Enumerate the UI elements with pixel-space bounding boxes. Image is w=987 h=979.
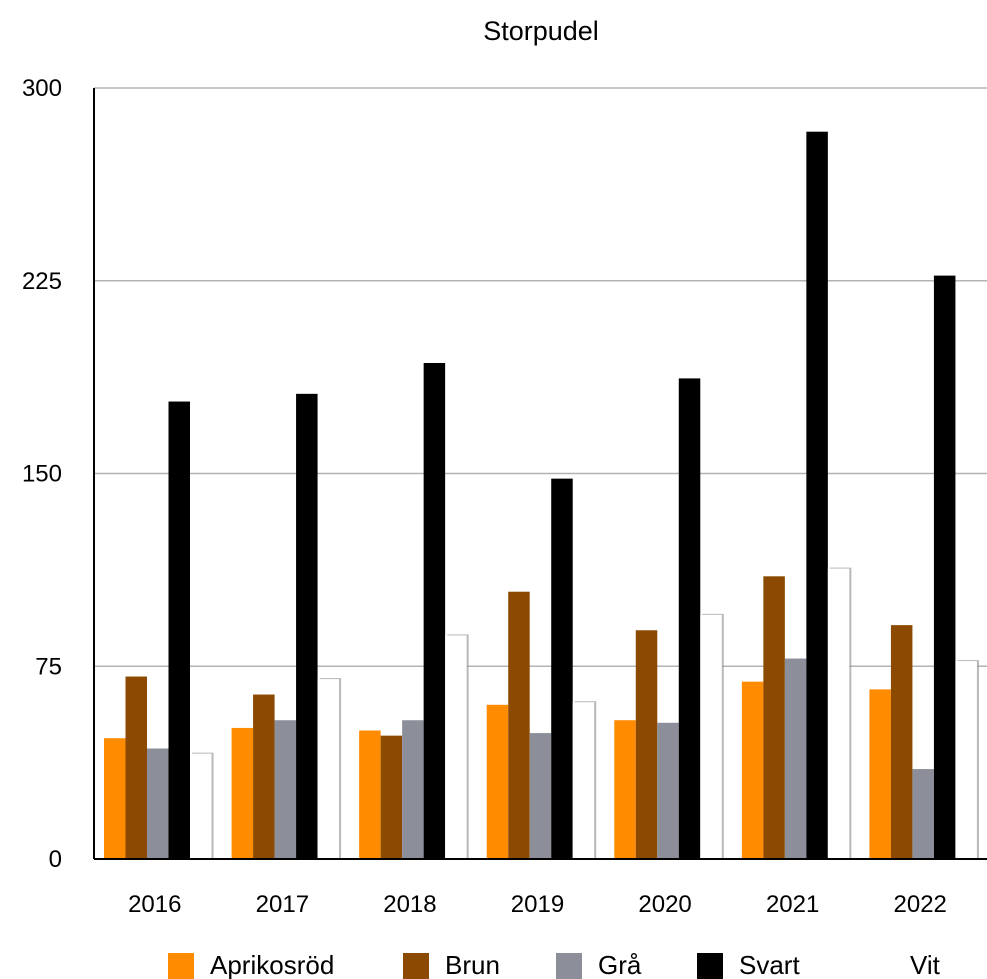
legend-label: Svart <box>739 950 800 979</box>
y-tick-label: 75 <box>35 653 62 680</box>
bar <box>763 576 785 859</box>
x-tick-label: 2016 <box>128 891 181 918</box>
legend-item: Vit <box>868 950 941 979</box>
y-tick-label: 0 <box>49 846 62 873</box>
legend-label: Vit <box>910 950 941 979</box>
bar <box>806 131 828 859</box>
bar <box>912 769 934 859</box>
y-tick-label: 300 <box>22 75 62 102</box>
bar <box>955 661 977 859</box>
bar <box>635 630 658 859</box>
bar <box>657 722 679 859</box>
bar <box>231 727 254 859</box>
x-axis-ticks: 2016 2017 2018 2019 2020 2021 2022 <box>128 891 947 918</box>
x-tick-label: 2020 <box>638 891 691 918</box>
bar <box>125 676 147 859</box>
legend-item: Grå <box>556 950 642 979</box>
legend-swatch <box>403 953 429 979</box>
bar <box>317 679 340 859</box>
bar <box>380 735 403 859</box>
legend-swatch <box>868 953 894 979</box>
bar <box>827 568 850 859</box>
bar <box>700 614 722 859</box>
bar <box>274 720 297 859</box>
x-tick-label: 2017 <box>256 891 309 918</box>
bar <box>741 681 764 859</box>
bar <box>402 720 424 859</box>
bar <box>486 704 509 859</box>
bar <box>147 748 169 859</box>
legend-item: Brun <box>403 950 500 979</box>
legend-swatch <box>168 953 194 979</box>
axes <box>93 88 987 860</box>
bars <box>104 131 979 859</box>
chart-title: Storpudel <box>483 16 599 46</box>
bar <box>296 393 318 859</box>
bar <box>104 738 126 859</box>
legend-swatch <box>697 953 723 979</box>
bar <box>572 702 595 859</box>
legend-swatch <box>556 953 582 979</box>
x-tick-label: 2021 <box>766 891 819 918</box>
bar <box>678 378 701 859</box>
legend-item: Aprikosröd <box>168 950 334 979</box>
bar <box>253 694 275 859</box>
bar <box>890 625 913 859</box>
legend-label: Brun <box>445 950 500 979</box>
legend-label: Aprikosröd <box>210 950 334 979</box>
bar <box>551 478 573 859</box>
bar <box>168 401 190 859</box>
bar <box>933 275 956 859</box>
bar <box>445 635 467 859</box>
bar <box>529 733 552 859</box>
x-tick-label: 2019 <box>511 891 564 918</box>
bar <box>614 720 636 859</box>
bar <box>869 689 891 859</box>
y-tick-label: 150 <box>22 461 62 488</box>
bar <box>190 753 212 859</box>
x-tick-label: 2018 <box>383 891 436 918</box>
bar <box>359 730 381 859</box>
legend-item: Svart <box>697 950 800 979</box>
bar <box>784 658 807 859</box>
legend-label: Grå <box>598 950 642 979</box>
bar <box>508 591 530 859</box>
x-tick-label: 2022 <box>894 891 947 918</box>
legend: Aprikosröd Brun Grå Svart Vit <box>168 950 941 979</box>
y-tick-label: 225 <box>22 268 62 295</box>
bar <box>423 362 446 859</box>
gridlines <box>94 87 987 667</box>
y-axis-ticks: 0 75 150 225 300 <box>22 75 62 873</box>
